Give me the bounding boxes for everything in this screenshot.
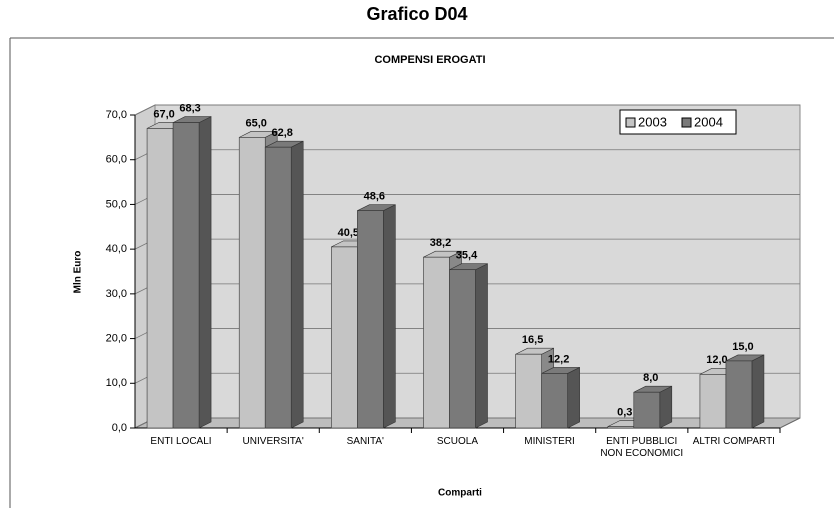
- legend-label: 2003: [638, 114, 667, 129]
- bar: [449, 269, 476, 429]
- y-tick-label: 30,0: [106, 288, 127, 300]
- bar-side: [383, 204, 396, 429]
- value-label: 65,0: [246, 117, 267, 129]
- y-axis-label: Mln Euro: [73, 251, 84, 294]
- value-label: 38,2: [430, 237, 451, 249]
- bar: [699, 374, 727, 429]
- page-title: Grafico D04: [366, 4, 467, 24]
- bar-side: [290, 140, 304, 429]
- bar: [264, 146, 292, 429]
- value-label: 12,2: [548, 353, 569, 365]
- y-tick-label: 60,0: [106, 154, 127, 166]
- value-label: 62,8: [272, 127, 293, 139]
- bar: [633, 391, 661, 429]
- legend-swatch: [625, 117, 636, 128]
- chart-title: COMPENSI EROGATI: [374, 54, 485, 66]
- value-label: 12,0: [706, 354, 727, 366]
- bar-side: [567, 366, 580, 429]
- value-label: 35,4: [456, 250, 478, 262]
- bar: [238, 137, 266, 429]
- y-tick-label: 0,0: [112, 422, 127, 434]
- bar: [357, 210, 384, 429]
- bar: [541, 373, 568, 429]
- value-label: 8,0: [643, 372, 658, 384]
- value-label: 40,5: [338, 227, 359, 239]
- value-label: 48,6: [364, 191, 385, 203]
- bar-side: [751, 354, 765, 429]
- bar: [146, 128, 174, 429]
- y-tick-label: 50,0: [106, 198, 127, 210]
- bar: [515, 353, 542, 429]
- bar-side: [659, 385, 673, 429]
- x-tick-label: UNIVERSITA': [242, 436, 304, 447]
- bar: [607, 426, 635, 429]
- bar-side: [198, 116, 212, 429]
- bar: [331, 246, 358, 429]
- x-tick-label: ENTI PUBBLICI NON ECONOMICI: [600, 436, 684, 459]
- value-label: 15,0: [732, 341, 753, 353]
- value-label: 68,3: [179, 103, 200, 115]
- y-tick-label: 10,0: [106, 377, 127, 389]
- legend-box: [619, 109, 737, 135]
- x-tick-label: SCUOLA: [436, 436, 478, 447]
- value-label: 16,5: [522, 334, 543, 346]
- value-label: 67,0: [153, 108, 174, 120]
- grid-line: [134, 104, 800, 116]
- x-tick-label: ENTI LOCALI: [150, 436, 212, 447]
- x-tick-label: MINISTERI: [524, 436, 575, 447]
- bar-side: [475, 263, 488, 429]
- bar: [172, 122, 200, 429]
- bar: [725, 360, 753, 429]
- x-axis-label: Comparti: [438, 488, 482, 499]
- legend-label: 2004: [694, 114, 723, 129]
- y-tick-label: 70,0: [106, 109, 127, 121]
- x-tick-label: SANITA': [346, 436, 384, 447]
- bar: [423, 256, 450, 429]
- y-tick-label: 20,0: [106, 332, 127, 344]
- legend-swatch: [681, 117, 692, 128]
- x-tick-label: ALTRI COMPARTI: [692, 436, 775, 447]
- value-label: 0,3: [617, 407, 632, 419]
- y-tick-label: 40,0: [106, 243, 127, 255]
